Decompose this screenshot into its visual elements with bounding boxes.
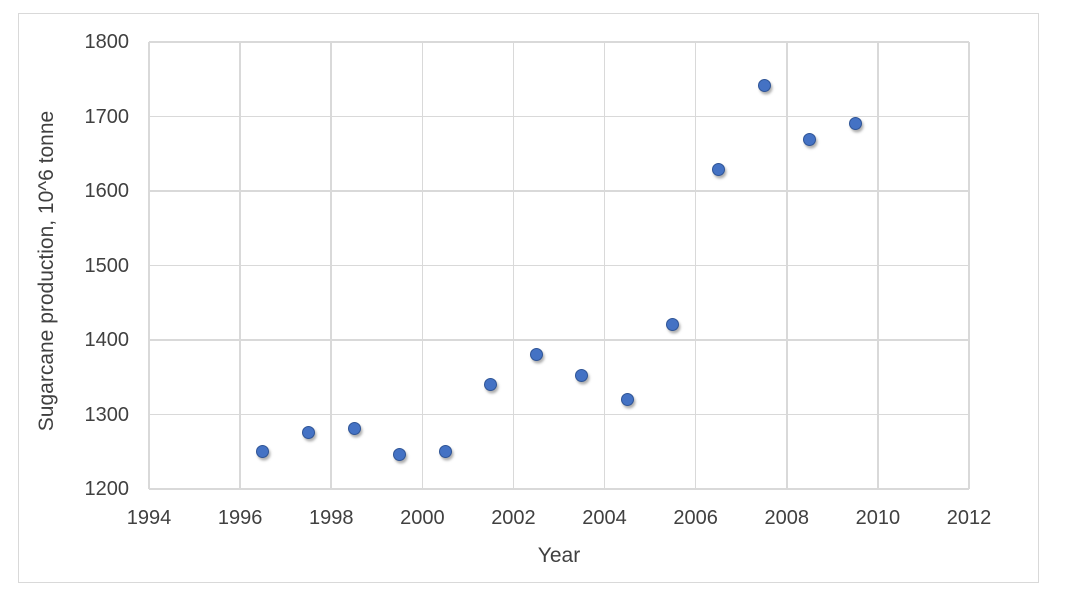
gridline-horizontal [149, 115, 969, 118]
data-point [575, 369, 589, 383]
gridline-vertical [512, 42, 515, 489]
data-point [757, 79, 771, 93]
plot-area [148, 41, 970, 490]
gridline-vertical [786, 42, 788, 489]
x-tick-label: 2012 [946, 507, 992, 529]
data-point [803, 133, 817, 147]
gridline-vertical [148, 42, 150, 489]
x-tick-label: 2004 [582, 507, 627, 529]
data-point [301, 425, 315, 439]
gridline-horizontal [149, 264, 969, 267]
data-point [347, 422, 361, 436]
x-tick-label: 2010 [855, 507, 901, 529]
gridline-vertical [330, 42, 332, 489]
data-point [484, 378, 498, 392]
data-point [529, 348, 543, 362]
y-tick-label: 1700 [84, 105, 130, 128]
chart-frame: Sugarcane production, 10^6 tonne Year 12… [18, 13, 1039, 583]
x-tick-label: 1998 [308, 507, 354, 529]
gridline-horizontal [149, 190, 969, 192]
y-axis-title: Sugarcane production, 10^6 tonne [35, 110, 58, 432]
x-tick-label: 1996 [217, 507, 263, 529]
gridline-horizontal [149, 41, 969, 43]
x-tick-label: 1994 [126, 507, 172, 529]
data-point [620, 393, 634, 407]
x-axis-title: Year [537, 544, 581, 567]
x-tick-label: 2000 [400, 507, 445, 529]
y-tick-label: 1800 [84, 31, 130, 53]
x-tick-label: 2008 [764, 507, 810, 529]
data-point [393, 448, 407, 462]
gridline-vertical [603, 42, 606, 489]
gridline-vertical [239, 42, 241, 489]
gridline-horizontal [149, 488, 969, 490]
x-tick-label: 2002 [491, 507, 536, 529]
gridline-vertical [877, 42, 879, 489]
gridline-vertical [694, 42, 697, 489]
gridline-horizontal [149, 413, 969, 416]
y-tick-label: 1500 [84, 254, 130, 277]
y-tick-label: 1200 [84, 478, 130, 500]
data-point [848, 117, 862, 131]
data-point [256, 445, 270, 459]
gridline-vertical [421, 42, 424, 489]
data-point [666, 317, 680, 331]
y-tick-label: 1400 [84, 329, 130, 351]
data-point [711, 162, 725, 176]
y-tick-label: 1600 [84, 180, 130, 202]
gridline-horizontal [149, 339, 969, 341]
gridline-vertical [968, 42, 970, 489]
data-point [438, 444, 452, 458]
y-tick-label: 1300 [84, 403, 130, 426]
x-tick-label: 2006 [673, 507, 718, 529]
